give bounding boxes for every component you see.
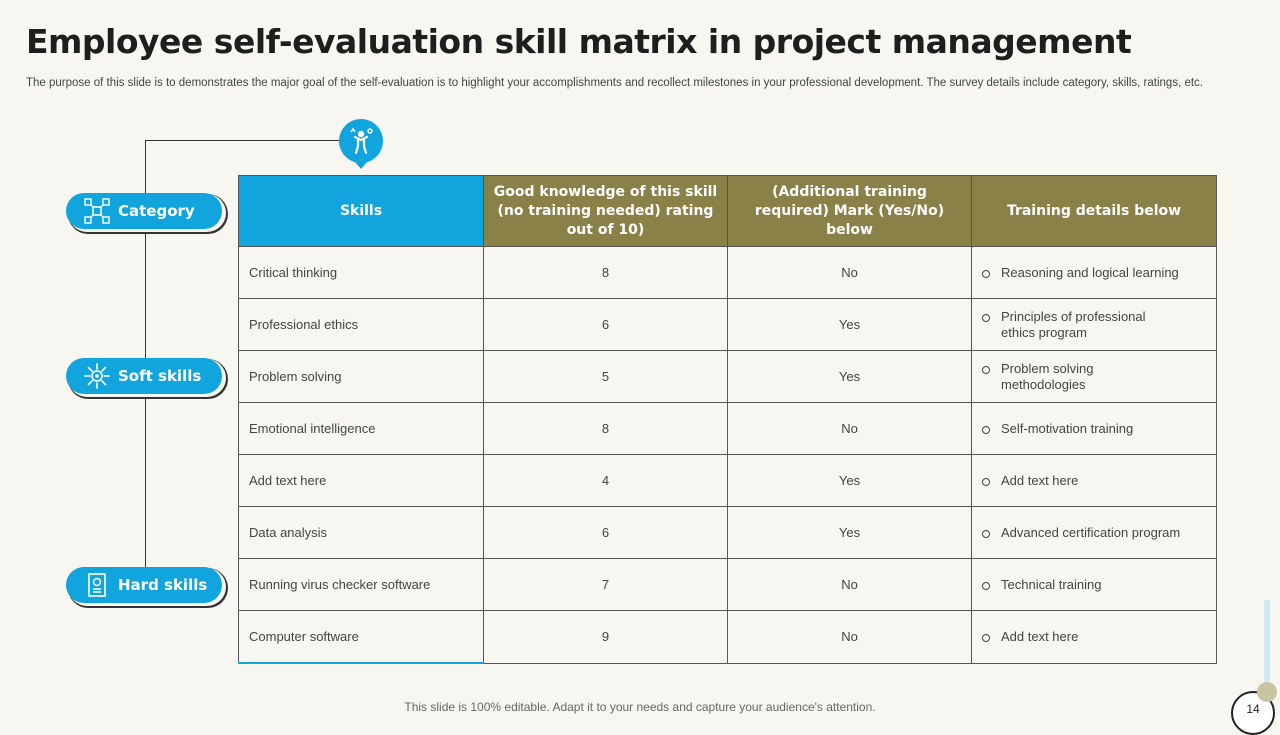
training-details-text: Self-motivation training (1001, 420, 1134, 436)
top-icon-pointer (355, 162, 367, 169)
bullet-circle-icon (982, 365, 990, 374)
rating-cell: 6 (483, 298, 728, 351)
slide-subtitle: The purpose of this slide is to demonstr… (26, 77, 1204, 89)
training-required-cell: Yes (727, 350, 972, 403)
training-details-text: Technical training (1001, 576, 1102, 592)
training-details-cell: Self-motivation training (971, 402, 1217, 455)
training-details-text: Reasoning and logical learning (1001, 264, 1179, 280)
skill-cell: Data analysis (238, 506, 484, 559)
category-pill: Category (66, 193, 222, 229)
person-achievement-icon (339, 119, 383, 163)
soft-skills-label: Soft skills (118, 367, 202, 385)
training-details-text: Problem solving methodologies (1001, 360, 1094, 392)
skill-cell: Running virus checker software (238, 558, 484, 611)
table-header-row: Skills Good knowledge of this skill (no … (238, 175, 1217, 247)
training-required-cell: No (727, 402, 972, 455)
bullet-circle-icon (982, 313, 990, 322)
rating-cell: 9 (483, 610, 728, 664)
header-training-required: (Additional training required) Mark (Yes… (727, 175, 972, 247)
table-row: Problem solving 5 Yes Problem solving me… (238, 350, 1217, 403)
header-rating: Good knowledge of this skill (no trainin… (483, 175, 728, 247)
training-details-cell: Add text here (971, 610, 1217, 664)
skill-cell: Computer software (238, 610, 484, 664)
bullet-circle-icon (982, 529, 990, 538)
training-details-text: Add text here (1001, 628, 1079, 644)
skill-cell: Problem solving (238, 350, 484, 403)
training-required-cell: Yes (727, 506, 972, 559)
training-required-cell: No (727, 246, 972, 299)
bullet-circle-icon (982, 633, 990, 642)
footer-note: This slide is 100% editable. Adapt it to… (404, 700, 876, 714)
training-details-text: Add text here (1001, 472, 1079, 488)
hard-skills-label: Hard skills (118, 576, 208, 594)
rating-cell: 5 (483, 350, 728, 403)
rating-cell: 4 (483, 454, 728, 507)
table-row: Data analysis 6 Yes Advanced certificati… (238, 506, 1217, 559)
skill-cell: Add text here (238, 454, 484, 507)
training-details-cell: Advanced certification program (971, 506, 1217, 559)
decorative-side-bar (1264, 600, 1270, 690)
training-required-cell: Yes (727, 454, 972, 507)
training-details-cell: Reasoning and logical learning (971, 246, 1217, 299)
category-label: Category (118, 202, 195, 220)
bullet-circle-icon (982, 269, 990, 278)
training-details-text: Advanced certification program (1001, 524, 1181, 540)
table-row: Professional ethics 6 Yes Principles of … (238, 298, 1217, 351)
bullet-circle-icon (982, 425, 990, 434)
connector-top-line (145, 140, 341, 141)
decorative-dot (1257, 682, 1277, 702)
soft-skills-pill: Soft skills (66, 358, 222, 394)
table-row: Critical thinking 8 No Reasoning and log… (238, 246, 1217, 299)
bullet-circle-icon (982, 477, 990, 486)
bullet-circle-icon (982, 581, 990, 590)
table-row: Computer software 9 No Add text here (238, 610, 1217, 664)
table-row: Add text here 4 Yes Add text here (238, 454, 1217, 507)
slide-title: Employee self-evaluation skill matrix in… (26, 22, 1132, 61)
skill-matrix-table: Skills Good knowledge of this skill (no … (238, 175, 1217, 664)
table-row: Running virus checker software 7 No Tech… (238, 558, 1217, 611)
sun-gear-icon (82, 361, 112, 391)
header-skills: Skills (238, 175, 484, 247)
rating-cell: 7 (483, 558, 728, 611)
skill-cell: Professional ethics (238, 298, 484, 351)
training-details-cell: Technical training (971, 558, 1217, 611)
training-details-cell: Add text here (971, 454, 1217, 507)
training-details-text: Principles of professional ethics progra… (1001, 308, 1146, 340)
training-required-cell: No (727, 558, 972, 611)
certificate-icon (82, 570, 112, 600)
skill-cell: Emotional intelligence (238, 402, 484, 455)
table-row: Emotional intelligence 8 No Self-motivat… (238, 402, 1217, 455)
hard-skills-pill: Hard skills (66, 567, 222, 603)
page-number: 14 (1246, 702, 1260, 716)
network-icon (82, 196, 112, 226)
rating-cell: 6 (483, 506, 728, 559)
rating-cell: 8 (483, 246, 728, 299)
training-details-cell: Problem solving methodologies (971, 350, 1217, 403)
training-details-cell: Principles of professional ethics progra… (971, 298, 1217, 351)
training-required-cell: Yes (727, 298, 972, 351)
header-training-details: Training details below (971, 175, 1217, 247)
skill-cell: Critical thinking (238, 246, 484, 299)
training-required-cell: No (727, 610, 972, 664)
rating-cell: 8 (483, 402, 728, 455)
